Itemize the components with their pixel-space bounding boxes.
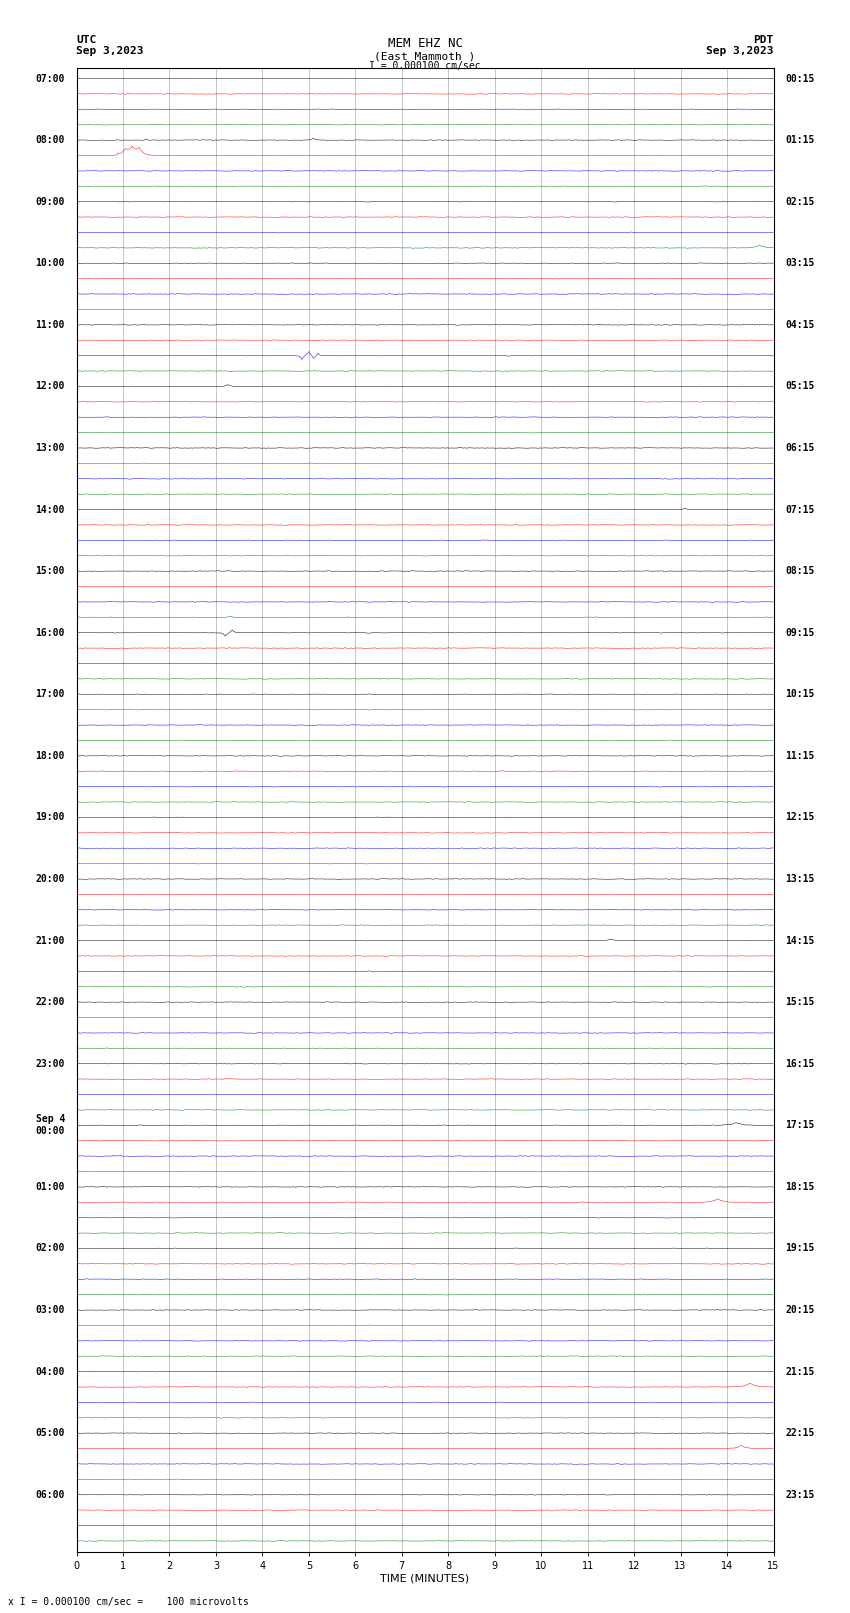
Text: 01:00: 01:00 (36, 1182, 65, 1192)
Text: 03:15: 03:15 (785, 258, 814, 268)
Text: 09:15: 09:15 (785, 627, 814, 637)
Text: 00:15: 00:15 (785, 74, 814, 84)
Text: 19:15: 19:15 (785, 1244, 814, 1253)
Text: 13:00: 13:00 (36, 444, 65, 453)
Text: 15:15: 15:15 (785, 997, 814, 1007)
Text: 02:00: 02:00 (36, 1244, 65, 1253)
Text: 05:00: 05:00 (36, 1428, 65, 1439)
Text: Sep 3,2023: Sep 3,2023 (706, 47, 774, 56)
Text: 10:15: 10:15 (785, 689, 814, 700)
Text: 15:00: 15:00 (36, 566, 65, 576)
Text: 07:15: 07:15 (785, 505, 814, 515)
Text: (East Mammoth ): (East Mammoth ) (374, 52, 476, 61)
Text: 22:15: 22:15 (785, 1428, 814, 1439)
Text: 20:00: 20:00 (36, 874, 65, 884)
Text: 04:00: 04:00 (36, 1366, 65, 1376)
Text: 16:00: 16:00 (36, 627, 65, 637)
Text: 23:15: 23:15 (785, 1490, 814, 1500)
Text: 16:15: 16:15 (785, 1058, 814, 1069)
Text: 17:00: 17:00 (36, 689, 65, 700)
Text: 12:15: 12:15 (785, 813, 814, 823)
Text: 18:15: 18:15 (785, 1182, 814, 1192)
Text: 14:15: 14:15 (785, 936, 814, 945)
Text: Sep 3,2023: Sep 3,2023 (76, 47, 144, 56)
Text: 20:15: 20:15 (785, 1305, 814, 1315)
Text: 09:00: 09:00 (36, 197, 65, 206)
Text: 23:00: 23:00 (36, 1058, 65, 1069)
Text: 04:15: 04:15 (785, 319, 814, 329)
Text: 21:15: 21:15 (785, 1366, 814, 1376)
X-axis label: TIME (MINUTES): TIME (MINUTES) (381, 1574, 469, 1584)
Text: 21:00: 21:00 (36, 936, 65, 945)
Text: Sep 4
00:00: Sep 4 00:00 (36, 1115, 65, 1136)
Text: 12:00: 12:00 (36, 381, 65, 392)
Text: 05:15: 05:15 (785, 381, 814, 392)
Text: PDT: PDT (753, 35, 774, 45)
Text: 14:00: 14:00 (36, 505, 65, 515)
Text: 11:15: 11:15 (785, 750, 814, 761)
Text: x I = 0.000100 cm/sec =    100 microvolts: x I = 0.000100 cm/sec = 100 microvolts (8, 1597, 249, 1607)
Text: 06:00: 06:00 (36, 1490, 65, 1500)
Text: I = 0.000100 cm/sec: I = 0.000100 cm/sec (369, 61, 481, 71)
Text: 08:15: 08:15 (785, 566, 814, 576)
Text: 11:00: 11:00 (36, 319, 65, 329)
Text: 07:00: 07:00 (36, 74, 65, 84)
Text: 17:15: 17:15 (785, 1121, 814, 1131)
Text: 10:00: 10:00 (36, 258, 65, 268)
Text: 19:00: 19:00 (36, 813, 65, 823)
Text: 22:00: 22:00 (36, 997, 65, 1007)
Text: UTC: UTC (76, 35, 97, 45)
Text: MEM EHZ NC: MEM EHZ NC (388, 37, 462, 50)
Text: 06:15: 06:15 (785, 444, 814, 453)
Text: 03:00: 03:00 (36, 1305, 65, 1315)
Text: 18:00: 18:00 (36, 750, 65, 761)
Text: 01:15: 01:15 (785, 135, 814, 145)
Text: 13:15: 13:15 (785, 874, 814, 884)
Text: 08:00: 08:00 (36, 135, 65, 145)
Text: 02:15: 02:15 (785, 197, 814, 206)
